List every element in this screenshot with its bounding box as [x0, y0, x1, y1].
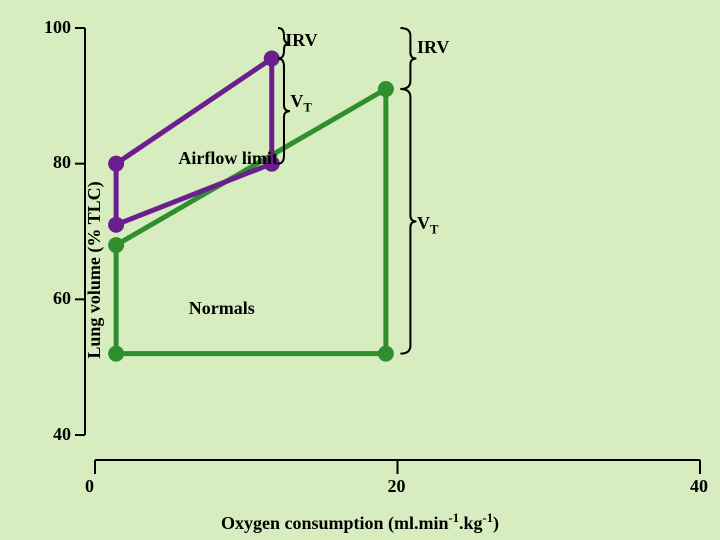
vt-top-label: VT	[290, 91, 311, 116]
x-tick-label: 40	[690, 476, 708, 497]
y-tick-label: 100	[44, 17, 71, 38]
vt-right-label: VT	[417, 213, 438, 238]
y-tick-label: 60	[53, 288, 71, 309]
x-axis-label: Oxygen consumption (ml.min-1.kg-1)	[221, 511, 499, 534]
bracket	[400, 28, 416, 89]
airflow-marker	[108, 217, 124, 233]
y-tick-label: 80	[53, 152, 71, 173]
x-tick-label: 0	[85, 476, 94, 497]
chart-svg	[0, 0, 720, 540]
normals-marker	[378, 346, 394, 362]
normals-marker	[108, 346, 124, 362]
y-axis-label: Lung volume (% TLC)	[84, 181, 105, 358]
airflow-label: Airflow limit	[178, 148, 277, 169]
bracket	[400, 89, 416, 354]
airflow-marker	[264, 51, 280, 67]
normals-marker	[378, 81, 394, 97]
y-tick-label: 40	[53, 424, 71, 445]
irv-right-label: IRV	[417, 37, 449, 58]
chart-root: Lung volume (% TLC) Oxygen consumption (…	[0, 0, 720, 540]
airflow-marker	[108, 156, 124, 172]
normals-marker	[108, 237, 124, 253]
x-tick-label: 20	[388, 476, 406, 497]
irv-top-label: IRV	[285, 30, 317, 51]
normals-label: Normals	[189, 298, 255, 319]
